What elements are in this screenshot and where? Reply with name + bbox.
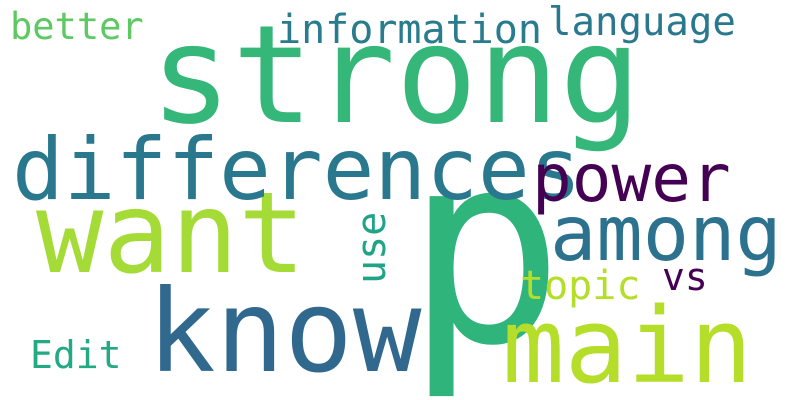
- word-differences: differences: [12, 120, 582, 220]
- word-use: use: [349, 211, 395, 284]
- word-better: better: [10, 5, 144, 48]
- word-want: want: [36, 169, 306, 299]
- word-know: know: [147, 265, 422, 398]
- word-language: language: [548, 0, 736, 45]
- word-topic: topic: [520, 263, 641, 309]
- word-strong: strong: [150, 0, 642, 155]
- word-power: power: [532, 140, 731, 217]
- word-edit: Edit: [30, 333, 122, 377]
- word-among: among: [550, 190, 782, 279]
- word-main: main: [502, 285, 753, 400]
- word-vs: vs: [662, 255, 708, 299]
- word-information: information: [277, 7, 542, 53]
- word-p: p: [405, 96, 565, 400]
